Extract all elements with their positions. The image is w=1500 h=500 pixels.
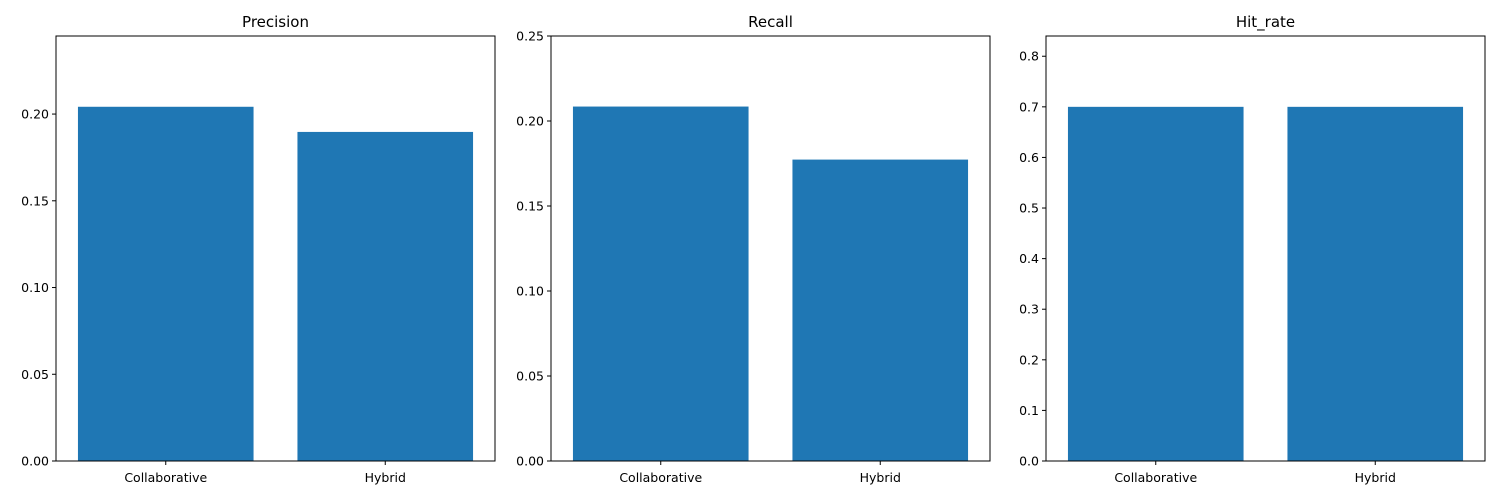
ytick-label-2-2: 0.2 — [1019, 352, 1039, 367]
ytick-label-2-8: 0.8 — [1019, 49, 1039, 64]
ytick-label-1-4: 0.20 — [516, 114, 544, 129]
ytick-label-1-1: 0.05 — [516, 369, 544, 384]
ytick-label-1-2: 0.10 — [516, 284, 544, 299]
ytick-label-0-0: 0.00 — [21, 454, 49, 469]
bar-2-0 — [1067, 106, 1244, 461]
subplot-title-1: Recall — [748, 13, 793, 31]
ytick-label-0-4: 0.20 — [21, 107, 49, 122]
ytick-label-2-6: 0.6 — [1019, 150, 1039, 165]
xtick-label-1-1: Hybrid — [860, 470, 901, 485]
subplot-title-2: Hit_rate — [1236, 13, 1295, 32]
subplot-title-0: Precision — [242, 13, 309, 31]
ytick-label-0-1: 0.05 — [21, 367, 49, 382]
xtick-label-0-1: Hybrid — [365, 470, 406, 485]
bar-0-1 — [297, 131, 474, 461]
ytick-label-0-2: 0.10 — [21, 280, 49, 295]
axes-frame-2 — [1045, 35, 1486, 462]
bar-2-1 — [1287, 106, 1464, 461]
axes-frame-1 — [550, 35, 991, 462]
bar-0-0 — [77, 106, 254, 461]
bar-1-0 — [572, 106, 749, 462]
subplot-1: Recall 0.00 0.05 0.10 0.15 0.20 0.25 Collaborat… — [516, 13, 991, 485]
ytick-label-1-5: 0.25 — [516, 29, 544, 44]
xtick-label-0-0: Collaborative — [124, 470, 207, 485]
axes-frame-0 — [55, 35, 496, 462]
xtick-label-2-0: Collaborative — [1114, 470, 1197, 485]
ytick-label-1-3: 0.15 — [516, 199, 544, 214]
ytick-label-2-3: 0.3 — [1019, 302, 1039, 317]
subplot-0: Precision 0.00 0.05 0.10 0.15 0.20 Collaborati… — [21, 13, 496, 485]
ytick-label-2-5: 0.5 — [1019, 201, 1039, 216]
ytick-label-2-4: 0.4 — [1019, 251, 1039, 266]
ytick-label-1-0: 0.00 — [516, 454, 544, 469]
xtick-label-1-0: Collaborative — [619, 470, 702, 485]
ytick-label-2-7: 0.7 — [1019, 99, 1039, 114]
bar-1-1 — [792, 159, 969, 461]
subplot-2: Hit_rate 0.0 0.1 0.2 0.3 0.4 0.5 0.6 0.7 0.8 Colla… — [1019, 13, 1486, 485]
ytick-label-0-3: 0.15 — [21, 193, 49, 208]
ytick-label-2-1: 0.1 — [1019, 403, 1039, 418]
xtick-label-2-1: Hybrid — [1355, 470, 1396, 485]
ytick-label-2-0: 0.0 — [1019, 454, 1039, 469]
